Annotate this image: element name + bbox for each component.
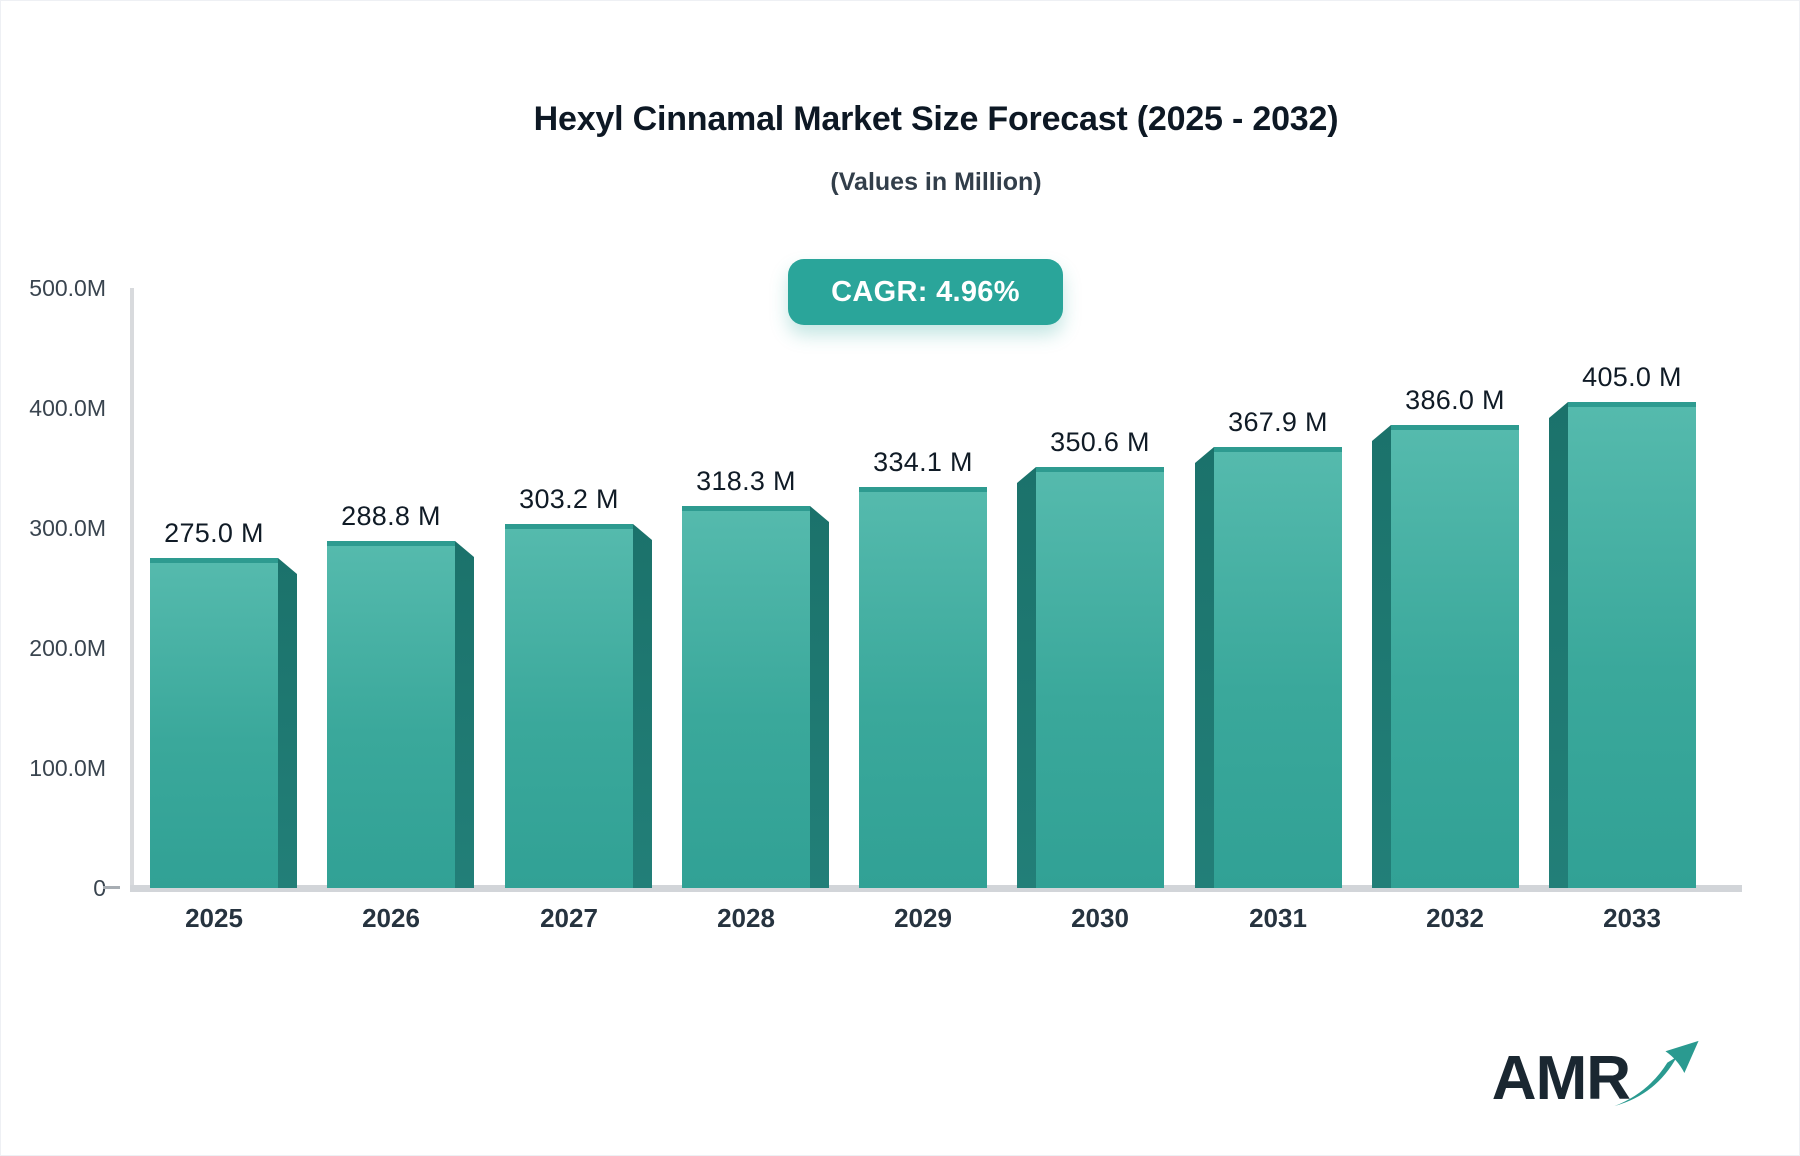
x-axis-label-2029: 2029 xyxy=(894,903,952,933)
bar-2028 xyxy=(682,506,810,888)
y-axis-tick-label: 400.0M xyxy=(29,395,106,421)
bar-side-face xyxy=(1549,402,1568,888)
x-axis-label-2027: 2027 xyxy=(540,903,598,933)
cagr-badge: CAGR: 4.96% xyxy=(788,259,1063,325)
bar-side-face xyxy=(633,524,652,888)
bar-side-face xyxy=(278,558,297,888)
cagr-badge-label: CAGR: 4.96% xyxy=(831,275,1020,308)
bar-2031 xyxy=(1214,447,1342,888)
bar-2025 xyxy=(150,558,278,888)
x-axis-label-2031: 2031 xyxy=(1249,903,1307,933)
y-axis-tick-mark xyxy=(103,886,120,889)
bar-value-label: 386.0 M xyxy=(1405,385,1505,415)
amr-logo: AMR xyxy=(1492,1038,1700,1110)
bar-2033 xyxy=(1568,402,1696,888)
x-axis-label-2025: 2025 xyxy=(185,903,243,933)
x-axis-label-2032: 2032 xyxy=(1426,903,1484,933)
bar-side-face xyxy=(1372,425,1391,888)
x-axis-label-2030: 2030 xyxy=(1071,903,1129,933)
chart-subtitle: (Values in Million) xyxy=(830,168,1042,196)
y-axis-tick-label: 500.0M xyxy=(29,275,106,301)
growth-arrow-icon xyxy=(1614,1040,1699,1107)
bar-value-label: 318.3 M xyxy=(696,466,796,496)
bar-2026 xyxy=(327,541,455,888)
bar-side-face xyxy=(455,541,474,888)
bar-value-label: 367.9 M xyxy=(1228,407,1328,437)
bar-2029 xyxy=(859,487,987,888)
y-axis-tick-label: 200.0M xyxy=(29,635,106,661)
x-axis-label-2026: 2026 xyxy=(362,903,420,933)
chart-title: Hexyl Cinnamal Market Size Forecast (202… xyxy=(533,100,1339,138)
bar-value-label: 334.1 M xyxy=(873,447,973,477)
bar-side-face xyxy=(1195,447,1214,888)
bar-value-label: 405.0 M xyxy=(1582,362,1682,392)
bar-value-label: 288.8 M xyxy=(341,501,441,531)
y-axis-line xyxy=(130,288,134,888)
y-axis-tick-label: 300.0M xyxy=(29,515,106,541)
y-axis-tick-label: 0 xyxy=(93,875,106,901)
x-axis-label-2033: 2033 xyxy=(1603,903,1661,933)
bar-side-face xyxy=(810,506,829,888)
x-axis-label-2028: 2028 xyxy=(717,903,775,933)
bar-2027 xyxy=(505,524,633,888)
x-axis-baseline xyxy=(130,885,1742,892)
bar-side-face xyxy=(1017,467,1036,888)
bar-value-label: 303.2 M xyxy=(519,484,619,514)
bar-2032 xyxy=(1391,425,1519,888)
amr-logo-text: AMR xyxy=(1491,1044,1631,1113)
bar-2030 xyxy=(1036,467,1164,888)
bar-value-label: 275.0 M xyxy=(164,518,264,548)
bar-value-label: 350.6 M xyxy=(1050,427,1150,457)
y-axis-tick-label: 100.0M xyxy=(29,755,106,781)
